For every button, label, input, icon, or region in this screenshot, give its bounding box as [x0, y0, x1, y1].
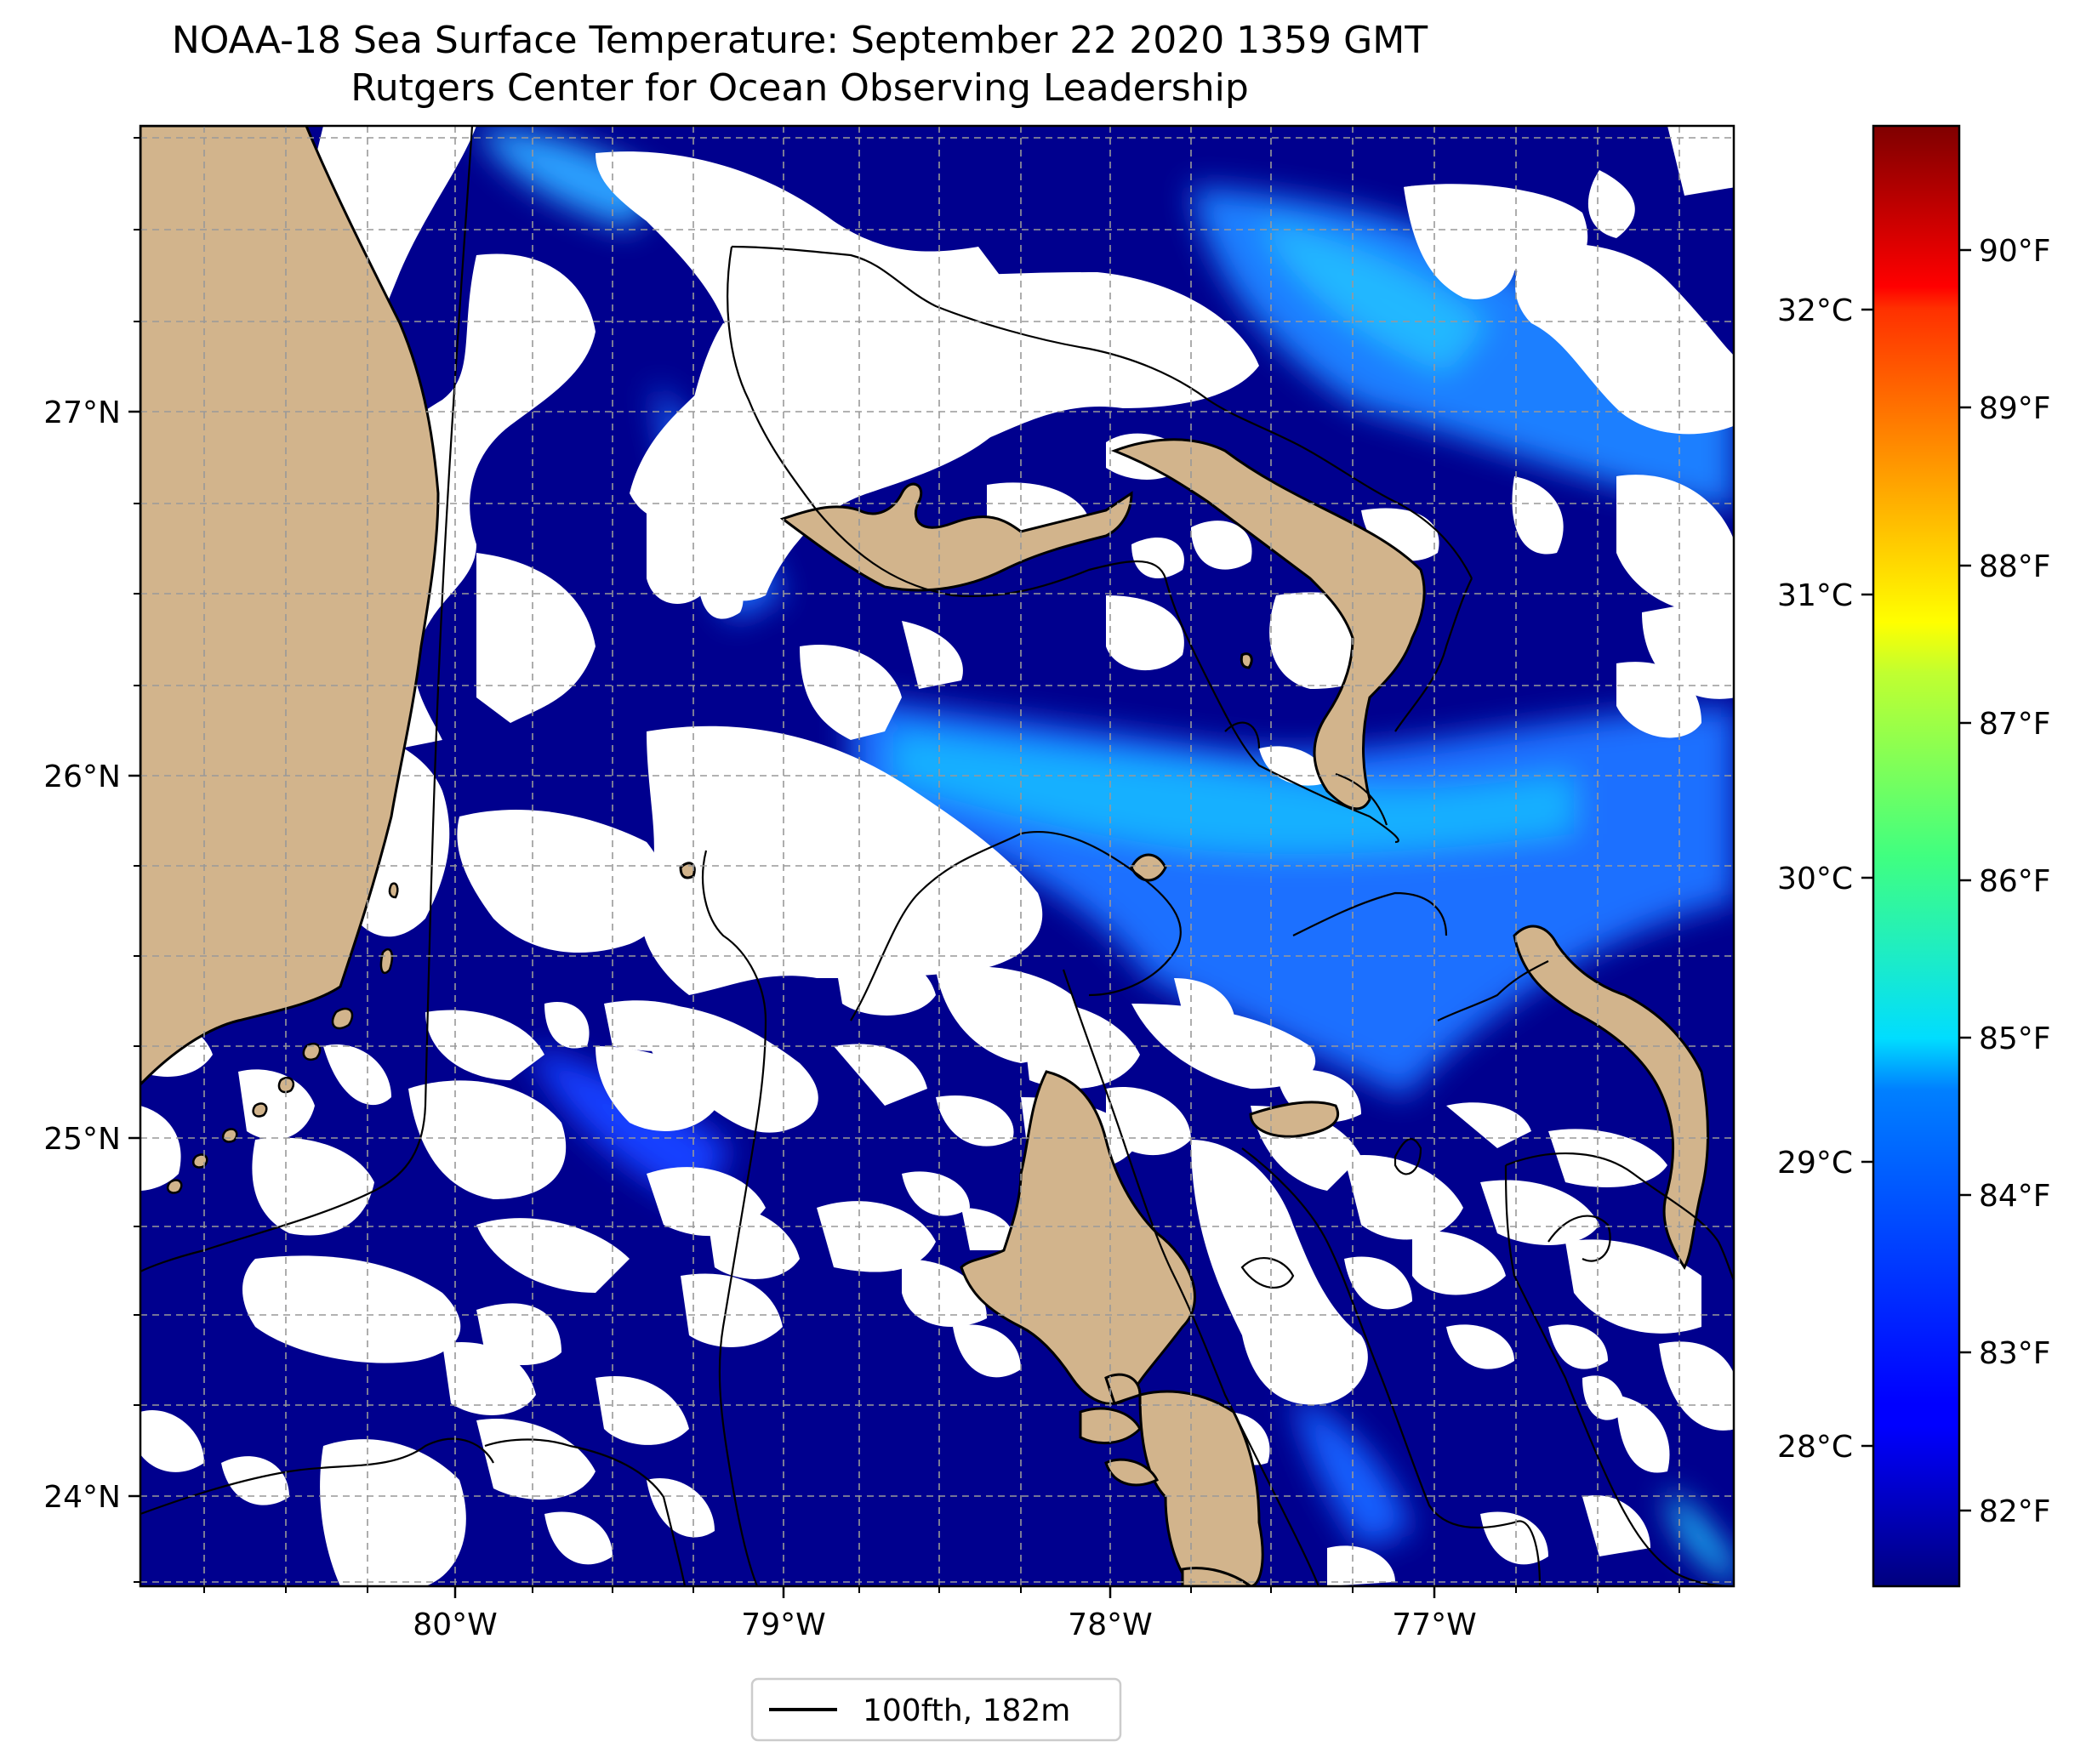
fahrenheit-tick-label: 89°F: [1979, 391, 2051, 426]
fahrenheit-tick-label: 85°F: [1979, 1021, 2051, 1056]
lat-tick-label: 27°N: [43, 395, 121, 430]
fahrenheit-tick-label: 86°F: [1979, 864, 2051, 899]
legend-label: 100fth, 182m: [863, 1693, 1070, 1728]
chart-title: NOAA-18 Sea Surface Temperature: Septemb…: [171, 19, 1428, 62]
lon-tick-label: 77°W: [1392, 1608, 1476, 1642]
celsius-tick-label: 32°C: [1777, 293, 1853, 328]
lat-axis: 27°N 26°N 25°N 24°N: [43, 395, 140, 1515]
cloud-mask: [140, 126, 1734, 1586]
fahrenheit-tick-label: 87°F: [1979, 707, 2051, 742]
colorbar: 32°C 31°C 30°C 29°C 28°C 90°F 89°F 88°F …: [1777, 124, 2051, 1588]
lat-tick-label: 24°N: [43, 1480, 121, 1515]
lon-axis: 80°W 79°W 78°W 77°W: [413, 1586, 1477, 1642]
fahrenheit-tick-label: 82°F: [1979, 1494, 2051, 1529]
gridlines: [140, 126, 1734, 1586]
isobath-100fth: [140, 126, 1734, 1586]
celsius-tick-label: 28°C: [1777, 1430, 1853, 1465]
fahrenheit-tick-label: 84°F: [1979, 1179, 2051, 1214]
lat-tick-label: 25°N: [43, 1122, 121, 1157]
colorbar-gradient: [1872, 124, 1961, 1588]
lat-tick-label: 26°N: [43, 760, 121, 794]
lon-tick-label: 79°W: [741, 1608, 825, 1642]
celsius-tick-label: 30°C: [1777, 862, 1853, 896]
legend-box: [750, 1677, 1122, 1742]
lon-tick-label: 78°W: [1068, 1608, 1152, 1642]
celsius-tick-label: 29°C: [1777, 1146, 1853, 1181]
legend: 100fth, 182m: [750, 1677, 1122, 1742]
fahrenheit-tick-label: 88°F: [1979, 549, 2051, 584]
chart-subtitle: Rutgers Center for Ocean Observing Leade…: [351, 66, 1249, 110]
celsius-tick-label: 31°C: [1777, 578, 1853, 613]
fahrenheit-tick-label: 83°F: [1979, 1336, 2051, 1371]
map-frame: [139, 124, 1735, 1588]
map-area: [140, 126, 1734, 1586]
land: [140, 126, 1709, 1586]
fahrenheit-tick-label: 90°F: [1979, 234, 2051, 269]
minor-ticks: [134, 137, 1680, 1593]
lon-tick-label: 80°W: [413, 1608, 497, 1642]
